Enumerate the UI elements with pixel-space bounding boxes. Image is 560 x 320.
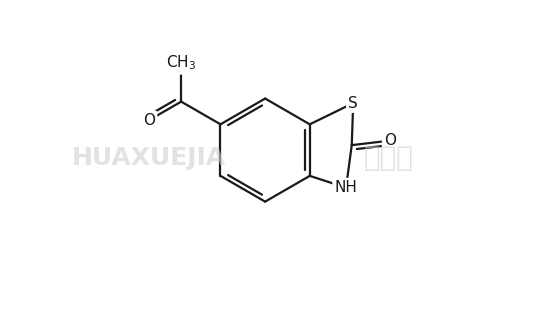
Text: 化学加: 化学加 [364, 144, 414, 172]
Text: O: O [384, 133, 396, 148]
Text: NH: NH [334, 180, 357, 195]
Text: O: O [143, 113, 155, 128]
Text: CH$_3$: CH$_3$ [166, 54, 196, 72]
Text: S: S [348, 96, 358, 111]
Text: HUAXUEJIA: HUAXUEJIA [72, 146, 226, 170]
